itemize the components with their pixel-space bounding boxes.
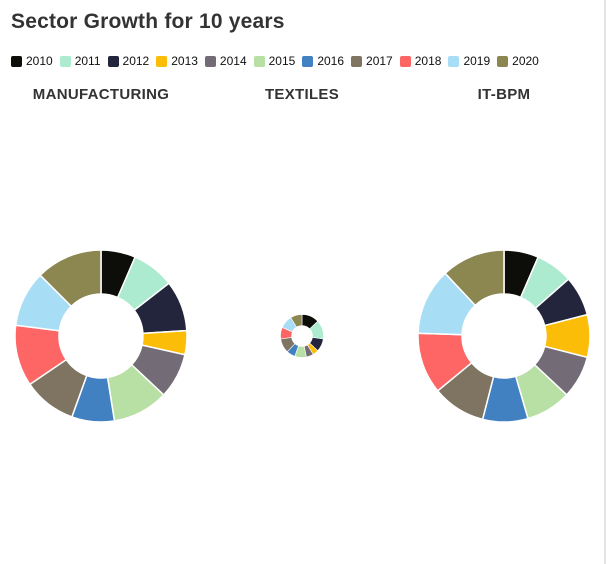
- legend-swatch: [156, 55, 168, 67]
- legend-label: 2012: [122, 54, 150, 68]
- legend-item-2012[interactable]: 2012: [107, 54, 150, 68]
- legend-swatch: [497, 55, 509, 67]
- legend-item-2018[interactable]: 2018: [399, 54, 442, 68]
- legend-item-2011[interactable]: 2011: [59, 54, 101, 68]
- legend-label: 2013: [171, 54, 198, 68]
- chart-title: Sector Growth for 10 years: [11, 10, 285, 33]
- panel-title-textiles: TEXTILES: [264, 86, 340, 103]
- legend-item-2020[interactable]: 2020: [497, 54, 539, 68]
- legend-label: 2020: [512, 54, 539, 68]
- panel-title-it-bpm: IT-BPM: [477, 86, 531, 103]
- legend-swatch: [11, 55, 22, 67]
- legend-label: 2018: [414, 54, 442, 68]
- legend-swatch: [351, 55, 363, 67]
- legend-item-2016[interactable]: 2016: [302, 54, 344, 68]
- legend-label: 2014: [219, 54, 247, 68]
- donut-manufacturing: [14, 249, 188, 423]
- legend-swatch: [448, 55, 460, 67]
- legend-item-2019[interactable]: 2019: [448, 54, 490, 68]
- slice-2020[interactable]: [39, 249, 102, 308]
- legend-label: 2017: [366, 54, 393, 68]
- legend-item-2014[interactable]: 2014: [204, 54, 247, 68]
- legend-swatch: [107, 55, 119, 67]
- legend-swatch: [253, 55, 265, 67]
- legend-item-2017[interactable]: 2017: [351, 54, 393, 68]
- slice-2020[interactable]: [444, 249, 505, 307]
- slice-2020[interactable]: [290, 314, 303, 328]
- donut-textiles: [280, 314, 324, 358]
- legend-label: 2010: [26, 54, 53, 68]
- legend-label: 2016: [317, 54, 345, 68]
- legend-label: 2019: [463, 54, 491, 68]
- legend-swatch: [204, 55, 216, 67]
- legend-swatch: [59, 55, 71, 67]
- legend-swatch: [302, 55, 314, 67]
- legend-item-2010[interactable]: 2010: [11, 54, 53, 68]
- legend-item-2013[interactable]: 2013: [156, 54, 198, 68]
- legend-item-2015[interactable]: 2015: [253, 54, 296, 68]
- panel-title-manufacturing: MANUFACTURING: [32, 86, 170, 103]
- right-divider: [604, 0, 606, 564]
- legend-label: 2015: [268, 54, 296, 68]
- legend-swatch: [399, 55, 411, 67]
- legend-label: 2011: [74, 54, 101, 68]
- donut-it-bpm: [417, 249, 591, 423]
- legend: 2010 2011 2012 2013 2014 2015 2016 2017 …: [11, 53, 546, 69]
